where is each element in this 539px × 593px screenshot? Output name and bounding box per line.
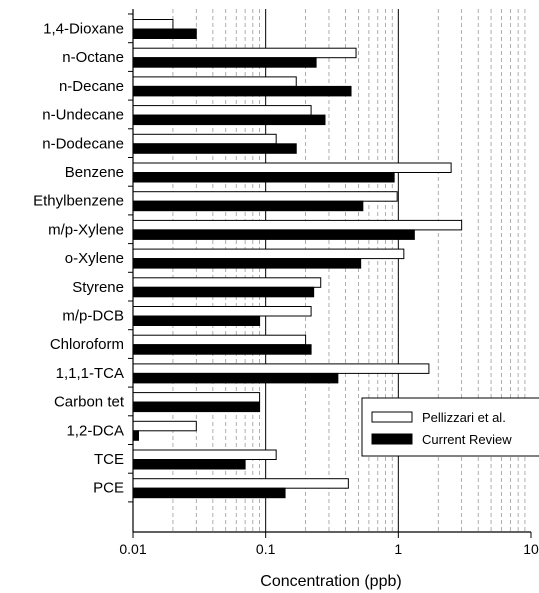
bar-pellizzari [132,133,277,145]
bar-current-review [132,229,415,240]
axes [128,9,532,538]
category-label: n-Undecane [42,107,124,124]
bar-current-review [132,487,286,499]
bar-current-review [132,286,315,298]
bar-current-review [132,200,364,212]
category-label: Benzene [65,164,124,181]
bar-pellizzari [132,219,463,231]
bar-pellizzari [132,191,398,202]
bar-pellizzari [132,162,452,173]
bar-current-review [132,401,261,413]
category-label: TCE [94,451,124,468]
bar-current-review [132,258,362,269]
bar-pellizzari [132,420,197,432]
bar-current-review [132,372,339,384]
category-label: m/p-DCB [62,308,124,325]
bar-pellizzari [132,47,357,59]
bar-pellizzari [132,363,430,374]
category-label: PCE [93,480,124,497]
x-tick-label: 10 [523,541,539,557]
x-tick-labels: 0.01 0.1 1 10 [119,541,539,557]
category-labels: 1,4-Dioxane n-Octane n-Decane n-Undecane n-D… [33,21,125,497]
legend-swatch-pellizzari [371,411,413,423]
bar-pellizzari [132,449,277,460]
category-label: 1,4-Dioxane [43,21,124,38]
legend-label-pellizzari: Pellizzari et al. [422,410,506,425]
x-tick-label: 0.01 [119,541,146,557]
bar-current-review [132,172,395,183]
bar-pellizzari [132,105,312,116]
bar-current-review [132,28,197,39]
bar-current-review [132,143,297,154]
x-tick-label: 0.1 [256,541,276,557]
x-axis-title: Concentration (ppb) [260,573,401,590]
bar-current-review [132,344,312,355]
bar-pellizzari [132,277,322,288]
bar-pellizzari [132,478,349,489]
bars [132,19,463,499]
bar-current-review [132,430,139,441]
bar-current-review [132,459,246,470]
category-label: o-Xylene [65,250,124,267]
category-label: m/p-Xylene [48,221,124,238]
category-label: Ethylbenzene [33,193,124,210]
category-label: n-Decane [59,78,124,95]
category-label: 1,2-DCA [66,422,124,439]
legend: Pellizzari et al. Current Review [361,397,539,457]
bar-current-review [132,315,261,326]
category-label: n-Dodecane [42,135,124,152]
bar-pellizzari [132,248,405,260]
bar-current-review [132,85,352,97]
legend-swatch-current-review [371,433,413,445]
legend-label-current-review: Current Review [422,432,512,447]
bar-pellizzari [132,19,174,30]
category-label: Carbon tet [54,394,125,411]
bar-pellizzari [132,306,312,317]
category-label: Chloroform [50,336,124,353]
bar-pellizzari [132,76,297,87]
bar-pellizzari [132,392,261,403]
bar-current-review [132,114,326,126]
category-label: Styrene [72,279,124,296]
bar-pellizzari [132,334,307,346]
x-tick-label: 1 [394,541,402,557]
category-label: n-Octane [62,49,124,66]
category-label: 1,1,1-TCA [56,365,124,382]
bar-current-review [132,57,317,68]
legend-box [361,397,539,457]
